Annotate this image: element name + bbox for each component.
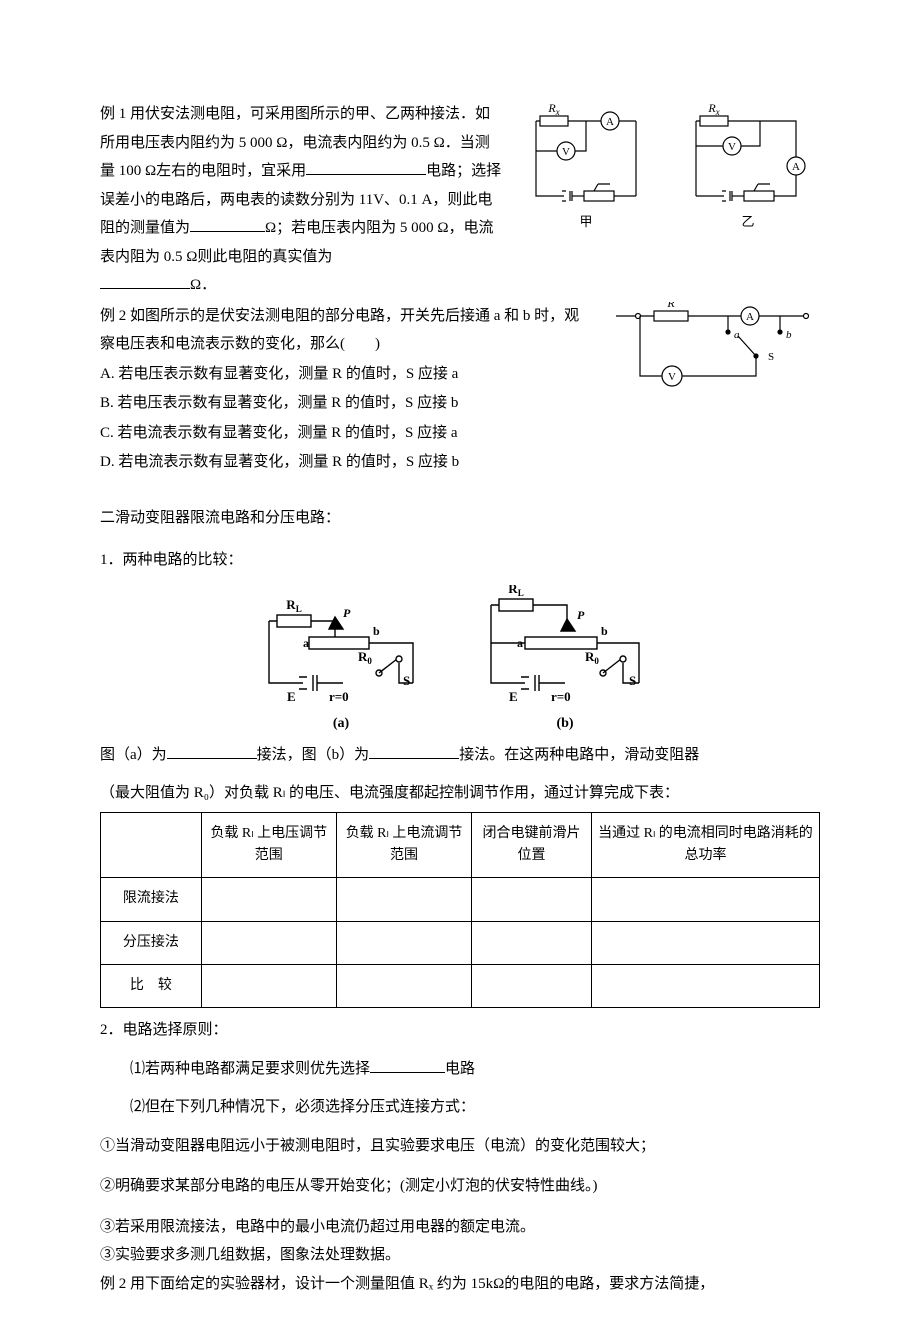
svg-text:R0: R0 [358, 649, 372, 666]
sec2-circuits-figure: RL P a b R0 E r=0 S (a) RL P [245, 585, 675, 735]
row-divider: 分压接法 [101, 921, 202, 964]
section-2: 二滑动变阻器限流电路和分压电路： 1．两种电路的比较： RL P a b R0 … [100, 504, 820, 1299]
svg-text:R0: R0 [585, 649, 599, 666]
svg-text:(b): (b) [556, 716, 573, 731]
row-limiting: 限流接法 [101, 878, 202, 921]
ex1-paragraph: 例 1 用伏安法测电阻，可采用图所示的甲、乙两种接法．如所用电压表内阻约为 5 … [100, 100, 504, 271]
row-compare: 比 较 [101, 965, 202, 1008]
svg-text:P: P [577, 608, 585, 622]
svg-text:V: V [668, 371, 676, 383]
svg-text:S: S [403, 673, 410, 688]
ex2a-option-a: A. 若电压表示数有显著变化，测量 R 的值时，S 应接 a [100, 360, 594, 389]
sec2-item3: ③若采用限流接法，电路中的最小电流仍超过用电器的额定电流。 [100, 1213, 820, 1242]
svg-text:V: V [562, 146, 570, 158]
svg-text:b: b [373, 624, 380, 638]
svg-text:S: S [768, 351, 774, 363]
sec2-item1: ①当滑动变阻器电阻远小于被测电阻时，且实验要求电压（电流）的变化范围较大； [100, 1132, 820, 1161]
sec2-p2: 图（a）为接法，图（b）为接法。在这两种电路中，滑动变阻器 [100, 741, 820, 770]
svg-text:甲: 甲 [579, 214, 592, 229]
svg-text:Rx: Rx [707, 101, 719, 117]
svg-text:a: a [734, 329, 740, 341]
sec2-sub1: ⑴若两种电路都满足要求则优先选择电路 [100, 1055, 820, 1084]
svg-text:b: b [601, 624, 608, 638]
svg-text:E: E [287, 689, 296, 704]
svg-text:RL: RL [286, 597, 301, 614]
sec2-p3: （最大阻值为 R₀）对负载 Rₗ 的电压、电流强度都起控制调节作用，通过计算完成… [100, 779, 820, 808]
svg-text:V: V [728, 141, 736, 153]
svg-text:r=0: r=0 [329, 689, 349, 704]
svg-text:R: R [666, 302, 675, 310]
ex2a-option-b: B. 若电压表示数有显著变化，测量 R 的值时，S 应接 b [100, 389, 594, 418]
ex2a-circuit-figure: R A a b S V [610, 302, 820, 412]
svg-text:S: S [629, 673, 636, 688]
th-voltage-range: 负载 Rₗ 上电压调节范围 [201, 812, 336, 878]
svg-text:乙: 乙 [741, 214, 754, 229]
svg-text:a: a [303, 636, 309, 650]
ex2a-option-d: D. 若电流表示数有显著变化，测量 R 的值时，S 应接 b [100, 448, 594, 477]
svg-text:Rx: Rx [547, 101, 559, 117]
svg-text:b: b [786, 329, 792, 341]
ex2b: 例 2 用下面给定的实验器材，设计一个测量阻值 Rₓ 约为 15kΩ的电阻的电路… [100, 1270, 820, 1299]
ex2a-stem: 例 2 如图所示的是伏安法测电阻的部分电路，开关先后接通 a 和 b 时，观察电… [100, 302, 594, 359]
example-2a-block: 例 2 如图所示的是伏安法测电阻的部分电路，开关先后接通 a 和 b 时，观察电… [100, 302, 820, 478]
svg-text:A: A [746, 311, 754, 323]
th-current-range: 负载 Rₗ 上电流调节范围 [336, 812, 471, 878]
svg-text:A: A [606, 116, 614, 128]
svg-text:A: A [792, 161, 800, 173]
th-power: 当通过 Rₗ 的电流相同时电路消耗的总功率 [591, 812, 819, 878]
svg-text:RL: RL [508, 585, 523, 598]
comparison-table: 负载 Rₗ 上电压调节范围 负载 Rₗ 上电流调节范围 闭合电键前滑片位置 当通… [100, 812, 820, 1009]
svg-text:r=0: r=0 [551, 689, 571, 704]
ex1-circuit-figure: Rx A V 甲 Rx V A [520, 100, 820, 240]
svg-text:P: P [343, 606, 351, 620]
th-slider-pos: 闭合电键前滑片位置 [472, 812, 592, 878]
sec2-h2: 2．电路选择原则： [100, 1016, 820, 1045]
ex1-tail: Ω． [100, 271, 820, 300]
sec2-title: 二滑动变阻器限流电路和分压电路： [100, 504, 820, 533]
ex2a-option-c: C. 若电流表示数有显著变化，测量 R 的值时，S 应接 a [100, 419, 594, 448]
sec2-item4: ③实验要求多测几组数据，图象法处理数据。 [100, 1241, 820, 1270]
svg-text:(a): (a) [333, 716, 350, 731]
sec2-h1: 1．两种电路的比较： [100, 546, 820, 575]
example-1-block: 例 1 用伏安法测电阻，可采用图所示的甲、乙两种接法．如所用电压表内阻约为 5 … [100, 100, 820, 271]
sec2-sub2: ⑵但在下列几种情况下，必须选择分压式连接方式： [100, 1093, 820, 1122]
svg-text:E: E [509, 689, 518, 704]
sec2-item2: ②明确要求某部分电路的电压从零开始变化；(测定小灯泡的伏安特性曲线。) [100, 1172, 820, 1201]
